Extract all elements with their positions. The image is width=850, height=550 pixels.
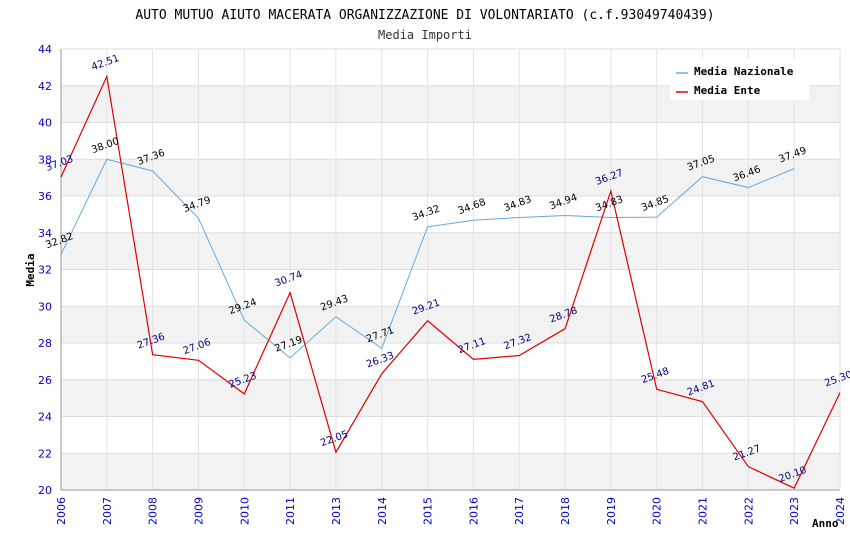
x-tick-label: 2007 (101, 497, 114, 525)
grid-band (61, 196, 840, 233)
x-tick-label: 2020 (651, 497, 664, 525)
x-tick-label: 2009 (192, 497, 205, 525)
x-axis: 2006 2007 2008 2009 2010 2011 2013 2014 2015 2016… (55, 497, 847, 525)
grid-band (61, 122, 840, 160)
legend: Media Nazionale Media Ente (670, 59, 809, 100)
x-tick-label: 2017 (513, 497, 526, 525)
x-tick-label: 2018 (559, 497, 572, 525)
y-tick-label: 28 (38, 337, 52, 350)
x-tick-label: 2016 (467, 497, 480, 525)
series-line-media-nazionale (60, 158, 795, 359)
grid-band (61, 232, 840, 270)
x-tick-label: 2021 (697, 497, 710, 525)
series-lines (60, 74, 841, 489)
x-tick-label: 2024 (834, 497, 847, 525)
legend-label-media-nazionale: Media Nazionale (694, 65, 794, 78)
y-tick-label: 20 (38, 484, 52, 497)
x-tick-label: 2011 (284, 497, 297, 525)
y-tick-label: 26 (38, 374, 52, 387)
y-axis: 20 22 24 26 28 30 32 34 36 38 40 42 44 (38, 43, 52, 497)
legend-box (670, 59, 809, 100)
legend-label-media-ente: Media Ente (694, 84, 761, 97)
y-tick-label: 34 (38, 227, 52, 240)
grid-band (61, 453, 840, 490)
y-axis-title: Media (24, 253, 37, 286)
grid-band (61, 416, 840, 454)
x-tick-label: 2013 (330, 497, 343, 525)
chart-title: AUTO MUTUO AIUTO MACERATA ORGANIZZAZIONE… (135, 8, 714, 23)
y-tick-label: 36 (38, 190, 52, 203)
y-tick-label: 38 (38, 153, 52, 166)
grid-bands (60, 48, 841, 491)
y-tick-label: 32 (38, 264, 52, 277)
x-tick-label: 2022 (742, 497, 755, 525)
x-tick-label: 2015 (422, 497, 435, 525)
y-tick-label: 44 (38, 43, 52, 56)
y-tick-label: 40 (38, 117, 52, 130)
series-line-media-ente (60, 74, 841, 489)
x-tick-label: 2006 (55, 497, 68, 525)
grid-band (61, 343, 840, 380)
y-tick-label: 22 (38, 447, 52, 460)
y-tick-label: 42 (38, 80, 52, 93)
x-tick-label: 2008 (147, 497, 160, 525)
y-tick-label: 24 (38, 411, 52, 424)
x-tick-label: 2023 (788, 497, 801, 525)
grid-band (61, 159, 840, 196)
x-tick-label: 2014 (376, 497, 389, 525)
grid-band (61, 379, 840, 417)
x-tick-label: 2010 (238, 497, 251, 525)
grid-band (61, 269, 840, 307)
chart-subtitle: Media Importi (378, 28, 472, 42)
y-tick-label: 30 (38, 300, 52, 313)
x-axis-title: Anno (812, 517, 839, 530)
x-tick-label: 2019 (605, 497, 618, 525)
grid-band (61, 306, 840, 343)
